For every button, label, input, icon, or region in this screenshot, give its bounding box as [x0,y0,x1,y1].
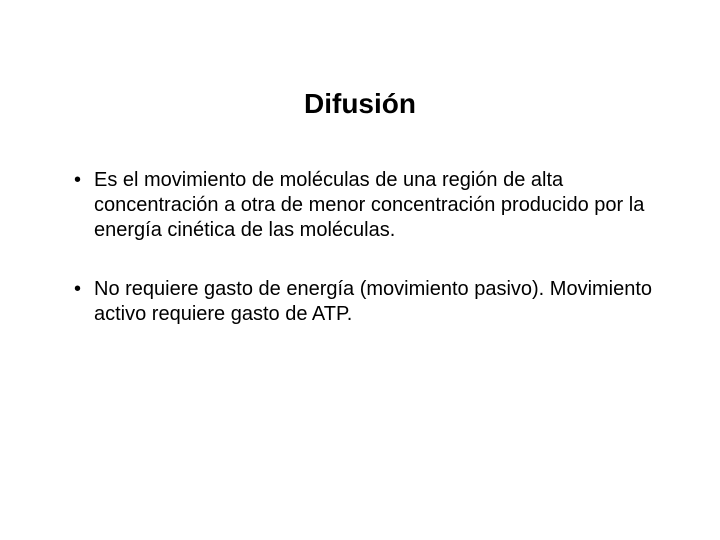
slide-title: Difusión [0,88,720,120]
bullet-list: Es el movimiento de moléculas de una reg… [68,168,658,327]
slide: Difusión Es el movimiento de moléculas d… [0,0,720,540]
list-item: Es el movimiento de moléculas de una reg… [68,168,658,243]
list-item: No requiere gasto de energía (movimiento… [68,277,658,327]
